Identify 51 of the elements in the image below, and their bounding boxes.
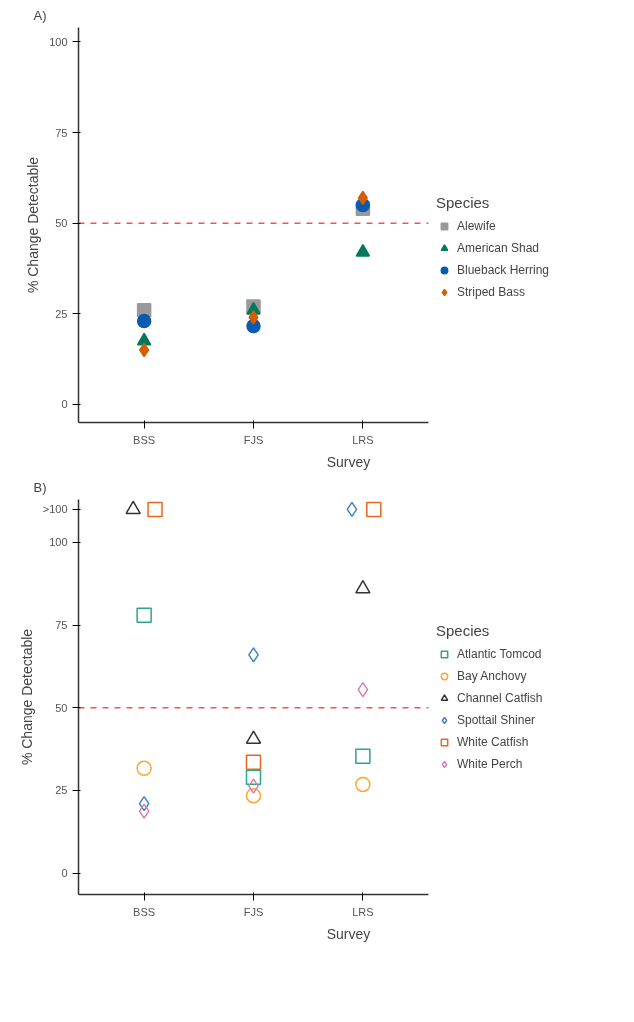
x-axis-title: Survey <box>326 925 371 942</box>
point <box>245 730 262 744</box>
point <box>136 313 152 329</box>
x-tick-label: BSS <box>133 433 156 446</box>
y-tick-label: 75 <box>55 619 68 632</box>
point <box>136 760 152 776</box>
chart-title: B) <box>33 479 47 495</box>
x-tick-label: LRS <box>352 433 374 446</box>
point <box>355 748 371 765</box>
chart-title: A) <box>33 7 47 23</box>
legend-label: Alewife <box>457 219 496 233</box>
legend-label: Atlantic Tomcod <box>457 647 542 661</box>
point <box>245 787 262 804</box>
y-tick-label: 75 <box>55 126 68 139</box>
y-axis-title: % Change Detectable <box>25 156 42 294</box>
point <box>136 607 152 623</box>
legend-label: White Perch <box>457 757 523 771</box>
y-tick-label: 50 <box>55 701 68 714</box>
y-tick-label: 0 <box>61 867 68 880</box>
point <box>248 310 259 325</box>
x-tick-label: FJS <box>243 905 264 918</box>
x-tick-label: BSS <box>133 905 156 918</box>
point <box>245 769 262 785</box>
point <box>138 795 150 812</box>
point <box>357 681 369 698</box>
point <box>138 803 150 819</box>
legend-label: American Shad <box>457 241 540 255</box>
x-tick-label: LRS <box>352 905 374 918</box>
legend-label: Spottail Shiner <box>457 713 536 727</box>
x-tick-label: FJS <box>243 433 264 446</box>
point <box>245 754 262 771</box>
point <box>136 332 152 346</box>
legend-title: Species <box>436 194 491 211</box>
y-axis-title: % Change Detectable <box>18 628 35 766</box>
legend-title: Species <box>436 622 491 639</box>
y-tick-label: 100 <box>49 536 68 549</box>
y-tick-label: >100 <box>42 503 68 516</box>
y-tick-label: 25 <box>55 307 68 320</box>
y-tick-label: 0 <box>61 398 68 411</box>
legend-label: White Catfish <box>457 735 529 749</box>
legend-label: Striped Bass <box>457 285 526 299</box>
y-tick-label: 50 <box>55 217 68 230</box>
y-tick-label: 25 <box>55 784 68 797</box>
legend-label: Channel Catfish <box>457 691 543 705</box>
point <box>355 776 371 793</box>
x-axis-title: Survey <box>326 453 371 470</box>
y-tick-label: 100 <box>49 36 68 48</box>
legend-label: Blueback Herring <box>457 263 550 277</box>
legend-label: Bay Anchovy <box>457 669 527 683</box>
point <box>355 579 371 594</box>
point <box>355 243 371 257</box>
